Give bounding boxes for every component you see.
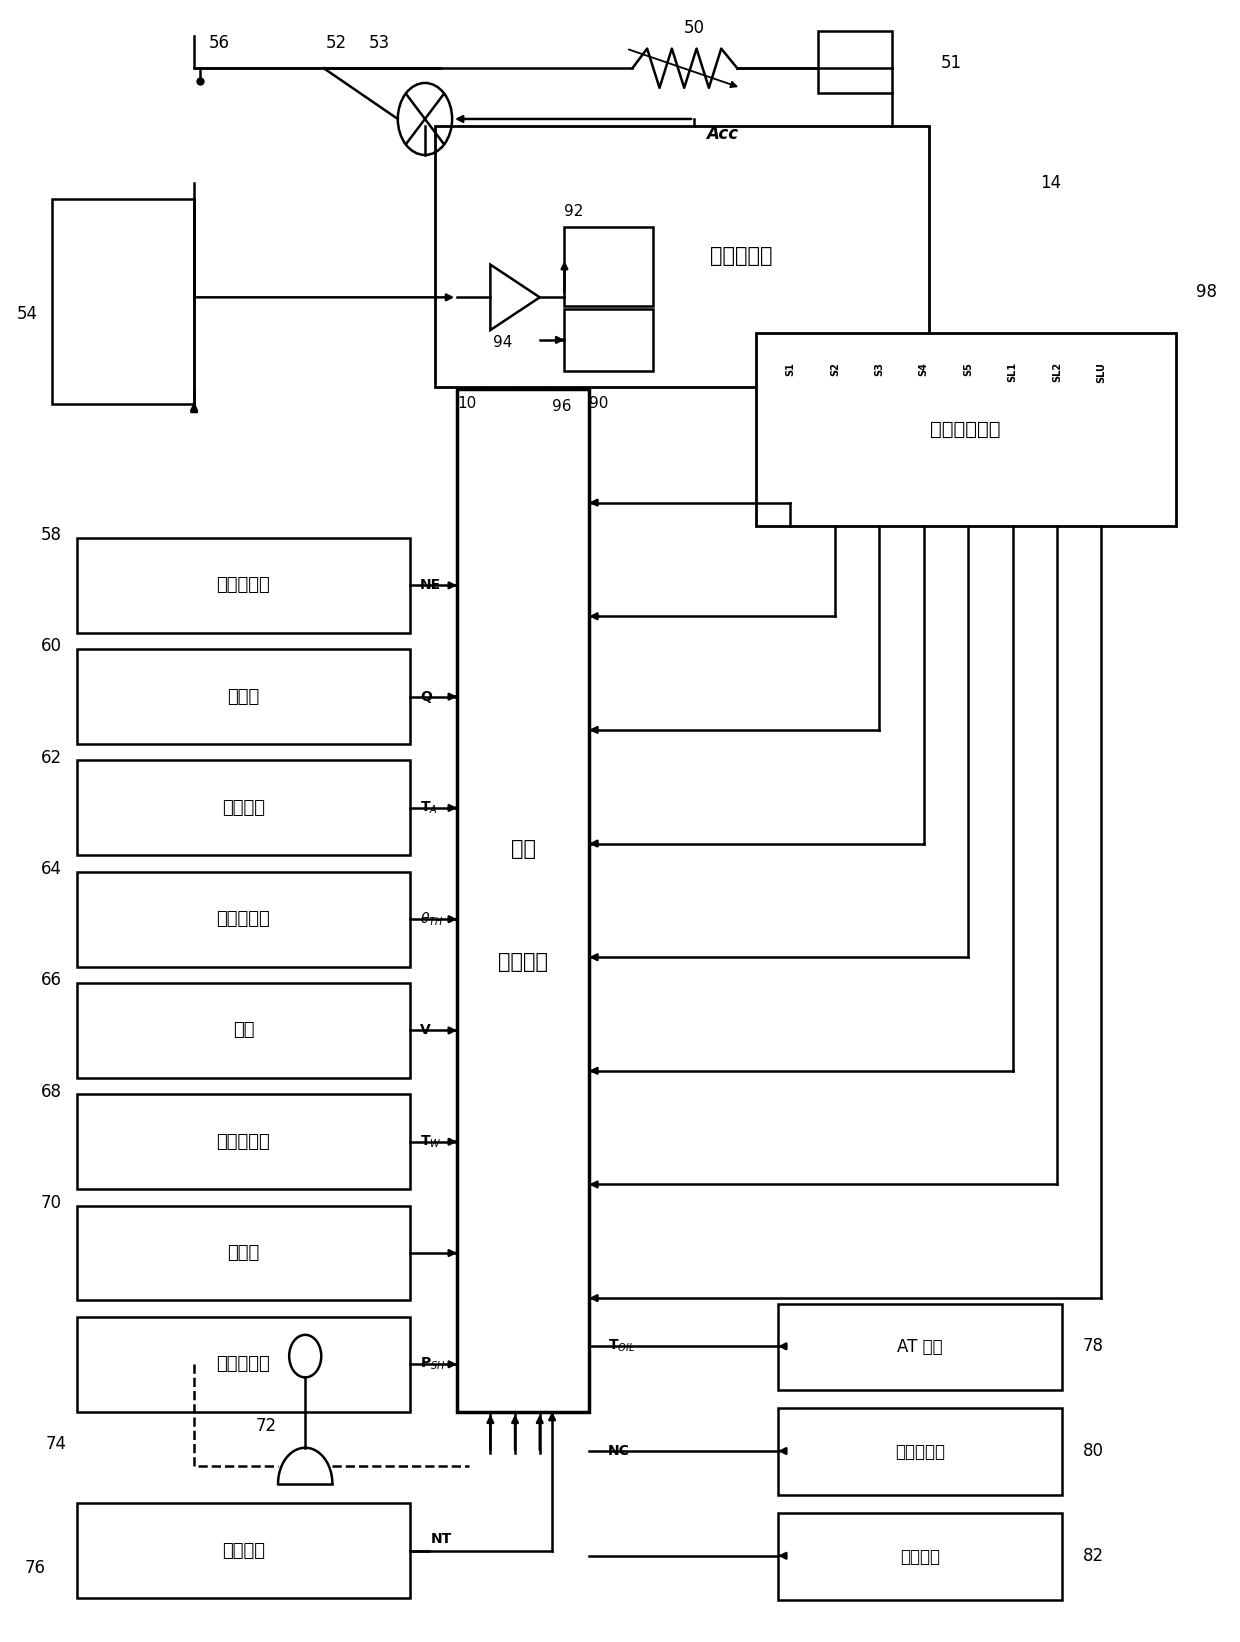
Text: S5: S5	[963, 363, 973, 376]
Bar	[458, 389, 589, 1412]
Text: AT 油温: AT 油温	[898, 1338, 942, 1356]
Text: Q: Q	[420, 690, 432, 704]
Text: 92: 92	[564, 204, 584, 218]
Text: 76: 76	[25, 1558, 46, 1576]
Text: 换档杆位置: 换档杆位置	[217, 1355, 270, 1373]
Bar	[564, 309, 653, 371]
Text: 制动器: 制动器	[227, 1245, 259, 1263]
Bar	[77, 1317, 410, 1412]
Text: NT: NT	[432, 1532, 453, 1547]
Text: 进气量: 进气量	[227, 688, 259, 706]
Text: 74: 74	[46, 1435, 67, 1453]
Text: S4: S4	[919, 363, 929, 376]
Text: P$_{SH}$: P$_{SH}$	[420, 1356, 445, 1373]
Bar	[817, 31, 892, 94]
Text: 82: 82	[1083, 1547, 1104, 1565]
Bar	[77, 872, 410, 967]
Text: 60: 60	[41, 637, 62, 655]
Bar	[77, 1205, 410, 1300]
Text: 10: 10	[458, 396, 476, 410]
Text: 66: 66	[41, 970, 62, 988]
Bar	[77, 1094, 410, 1189]
Text: 70: 70	[41, 1194, 62, 1212]
Text: T$_{OIL}$: T$_{OIL}$	[608, 1338, 635, 1355]
Text: 节气门开度: 节气门开度	[217, 910, 270, 928]
Text: NC: NC	[608, 1443, 630, 1458]
Text: T$_A$: T$_A$	[420, 800, 438, 816]
Text: SLU: SLU	[1096, 363, 1106, 383]
Text: 进气温度: 进气温度	[222, 800, 265, 818]
Bar	[77, 649, 410, 744]
Text: 51: 51	[941, 54, 962, 72]
Text: S1: S1	[785, 363, 795, 376]
Text: 自动变速器: 自动变速器	[709, 246, 773, 266]
Text: Acc: Acc	[707, 125, 739, 143]
Bar	[77, 1504, 410, 1598]
Text: 94: 94	[494, 335, 512, 350]
Bar	[777, 1304, 1061, 1391]
Text: 98: 98	[1195, 282, 1216, 300]
Text: 80: 80	[1083, 1442, 1104, 1460]
Text: 56: 56	[208, 34, 229, 53]
Text: 78: 78	[1083, 1337, 1104, 1355]
Bar	[435, 125, 929, 388]
Text: 68: 68	[41, 1082, 62, 1100]
Text: 涡轮转速: 涡轮转速	[222, 1542, 265, 1560]
Text: 96: 96	[552, 399, 572, 414]
Text: 72: 72	[255, 1417, 277, 1435]
Text: SL1: SL1	[1008, 363, 1018, 383]
Text: 电子: 电子	[511, 839, 536, 859]
Text: 14: 14	[1039, 174, 1061, 192]
Text: SL2: SL2	[1052, 363, 1061, 383]
Text: 62: 62	[41, 749, 62, 767]
Text: 64: 64	[41, 860, 62, 878]
Bar	[77, 984, 410, 1077]
Text: S2: S2	[830, 363, 839, 376]
Bar	[777, 1409, 1061, 1496]
Text: 车速: 车速	[233, 1021, 254, 1039]
Text: T$_W$: T$_W$	[420, 1133, 441, 1149]
Text: 52: 52	[326, 34, 347, 53]
Text: S3: S3	[874, 363, 884, 376]
Text: 点火开关: 点火开关	[900, 1547, 940, 1565]
Bar	[777, 1514, 1061, 1599]
Bar	[756, 333, 1176, 527]
Text: 发动机转速: 发动机转速	[217, 576, 270, 594]
Text: 50: 50	[683, 20, 704, 38]
Bar	[52, 199, 195, 404]
Polygon shape	[490, 264, 539, 330]
Bar	[77, 760, 410, 855]
Bar	[77, 539, 410, 632]
Text: 58: 58	[41, 525, 62, 544]
Text: NE: NE	[420, 578, 441, 593]
Text: 冷却水温度: 冷却水温度	[217, 1133, 270, 1151]
Text: 控制装置: 控制装置	[498, 952, 548, 972]
Text: 中间轴转速: 中间轴转速	[895, 1443, 945, 1461]
Text: 54: 54	[16, 305, 37, 323]
Text: $\theta$$_{TH}$: $\theta$$_{TH}$	[420, 910, 444, 928]
Text: 90: 90	[589, 396, 609, 410]
Bar	[564, 227, 653, 305]
Text: 油压控制回路: 油压控制回路	[930, 420, 1001, 440]
Text: 53: 53	[368, 34, 389, 53]
Text: V: V	[420, 1023, 430, 1038]
